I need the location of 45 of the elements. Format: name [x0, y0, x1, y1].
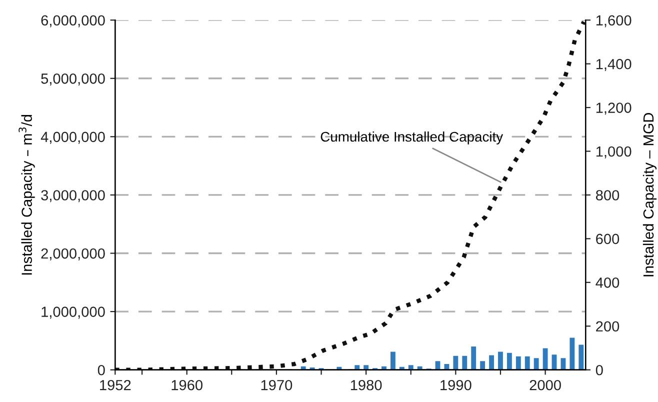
bar: [570, 338, 575, 370]
y-tick-label: 0: [98, 364, 105, 376]
y-tick-label: 1,000,000: [42, 306, 105, 319]
y-tick-label: 2,000,000: [41, 248, 105, 260]
y-tick-label: 4,000,000: [40, 132, 105, 144]
y2-tick-label: 800: [596, 190, 620, 200]
y2-tick-label: 1,600: [596, 15, 632, 28]
annotation: Cumulative Installed Capacity: [320, 131, 504, 144]
bar: [560, 358, 566, 370]
bar: [498, 352, 503, 370]
bar: [462, 356, 468, 370]
line-series: [115, 20, 586, 370]
y2-tick-label: 1,400: [596, 58, 632, 71]
y2-tick-label: 1,000: [596, 146, 632, 158]
y-tick-label: 6,000,000: [41, 15, 105, 28]
y-tick-label: 5,000,000: [41, 73, 105, 86]
bar: [354, 365, 360, 370]
bar: [480, 361, 486, 370]
y2-tick-label: 0: [596, 364, 603, 376]
bar: [552, 354, 557, 370]
bar: [489, 355, 494, 370]
bar: [408, 365, 414, 370]
bar: [390, 352, 396, 370]
x-tick-label: 2000: [530, 380, 561, 390]
y2-tick-label: 1,200: [596, 102, 632, 115]
bar: [534, 358, 539, 370]
y-axis-title: Installed Capacity – m$^{3}$/d: [18, 115, 35, 275]
bar: [453, 356, 458, 370]
x-tick-label: 1952: [100, 380, 131, 390]
bar: [506, 352, 512, 370]
y2-tick-label: 200: [596, 321, 620, 332]
bar: [364, 365, 369, 370]
bar: [578, 344, 584, 370]
x-tick-label: 1980: [350, 380, 382, 390]
x-tick-label: 1960: [172, 380, 202, 390]
y2-axis-title: Installed Capacity – MGD: [642, 112, 657, 276]
x-tick-label: 1970: [261, 380, 292, 390]
y2-tick-label: 600: [596, 234, 620, 244]
bar: [471, 346, 476, 370]
bar: [524, 356, 530, 370]
x-tick-label: 1990: [440, 380, 472, 390]
bar: [542, 348, 548, 370]
bar: [516, 356, 521, 370]
y-tick-label: 3,000,000: [41, 190, 105, 202]
y2-tick-label: 400: [596, 278, 620, 288]
